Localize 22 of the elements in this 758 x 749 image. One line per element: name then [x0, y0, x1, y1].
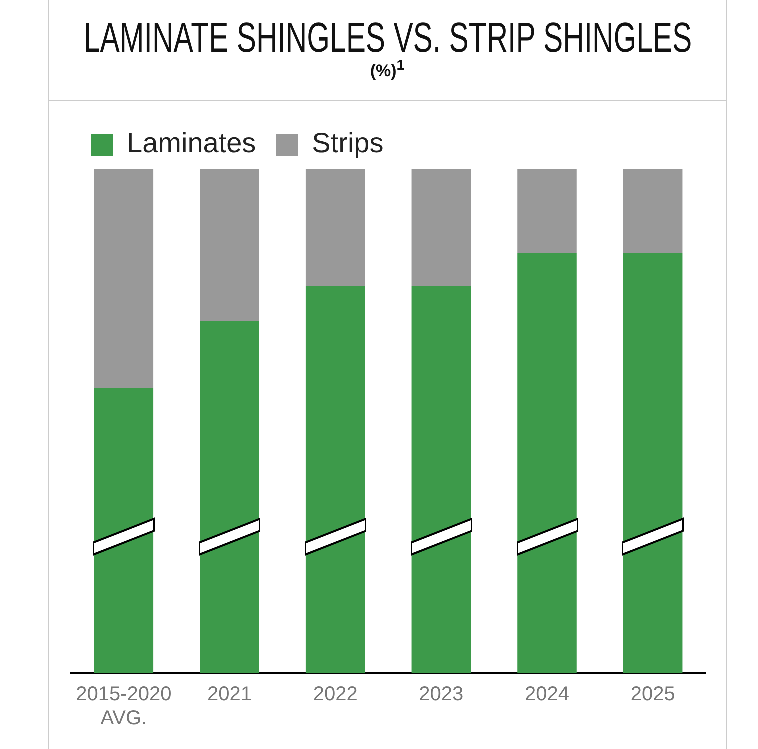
x-tick-label: 2021 [208, 684, 252, 706]
chart-title: LAMINATE SHINGLES VS. STRIP SHINGLES [82, 13, 694, 61]
x-tick-label: 2015-2020 AVG. [76, 684, 172, 730]
bar [94, 388, 154, 673]
bar [623, 169, 683, 254]
bar [518, 253, 577, 673]
chart-subtitle: (%)$^{1}$ [370, 58, 405, 81]
bar [623, 253, 683, 673]
x-tick-label: 2024 [525, 684, 570, 706]
legend-label: Strips [312, 128, 384, 159]
x-tick-label: 2023 [419, 684, 464, 706]
bar [306, 286, 366, 673]
bar [94, 169, 154, 388]
bar [306, 169, 366, 286]
legend-label: Laminates [127, 128, 256, 159]
x-tick-label: 2022 [313, 684, 358, 706]
bar [412, 286, 472, 673]
bar [200, 169, 260, 322]
bar [200, 321, 260, 673]
bar [412, 169, 472, 286]
bar [518, 169, 577, 254]
x-tick-label: 2025 [630, 684, 676, 706]
